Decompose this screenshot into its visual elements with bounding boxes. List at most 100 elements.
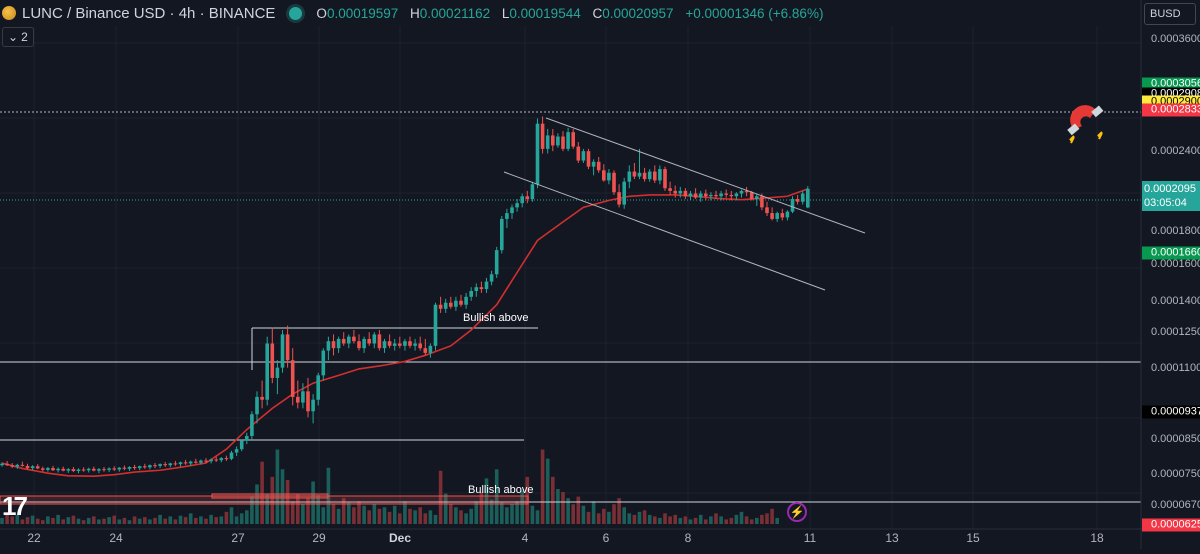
tradingview-logo[interactable]: 17 — [2, 491, 28, 521]
volume-bar — [260, 461, 264, 524]
volume-bar — [765, 513, 769, 524]
time-tick-label: 6 — [602, 531, 610, 545]
candle — [653, 171, 657, 181]
candle — [418, 343, 422, 349]
candle — [219, 458, 224, 461]
candle — [382, 341, 387, 349]
candle — [571, 132, 575, 147]
candle — [464, 296, 468, 305]
volume-bar — [183, 517, 188, 524]
candle — [296, 396, 300, 403]
candle — [326, 341, 331, 351]
price-scale[interactable]: 0.0003600 0.0002400 0.0001800 0.0001600 0.00… — [1141, 26, 1200, 532]
candle — [362, 338, 366, 349]
price-badge: 0.0000937 — [1142, 405, 1200, 419]
candle — [739, 190, 744, 194]
volume-bar — [617, 498, 621, 524]
candle — [494, 250, 499, 275]
candle — [285, 334, 290, 361]
candle — [5, 463, 9, 466]
indicators-toggle-button[interactable]: ⌄ 2 — [2, 27, 34, 47]
volume-bar — [454, 507, 458, 524]
price-tick-label: 0.0000850 — [1151, 433, 1200, 446]
candle — [602, 170, 606, 181]
candle — [122, 467, 127, 469]
candle — [749, 192, 754, 200]
volume-bar — [173, 519, 178, 524]
time-axis[interactable]: 22 24 27 29 Dec 4 6 8 11 13 15 18 — [0, 529, 1141, 549]
volume-bar — [566, 498, 570, 524]
candle — [81, 469, 86, 471]
candle — [194, 461, 198, 463]
candle — [658, 169, 662, 181]
volume-bar — [296, 493, 300, 524]
price-tick-label: 0.0001400 — [1151, 294, 1200, 307]
annotation-label[interactable]: Bullish above — [463, 312, 529, 324]
candle — [780, 213, 785, 218]
candle — [449, 302, 453, 307]
candle — [734, 193, 739, 197]
volume-bar — [137, 518, 142, 524]
candle — [10, 465, 14, 467]
volume-bar — [443, 493, 448, 524]
candle — [92, 468, 96, 471]
time-tick-label: 24 — [109, 531, 123, 545]
volume-bar — [403, 501, 407, 524]
candle — [280, 334, 285, 368]
volume-bar — [280, 469, 285, 524]
volume-bar — [545, 458, 550, 524]
candle — [545, 135, 550, 149]
candle — [408, 341, 412, 346]
currency-button[interactable]: BUSD — [1144, 3, 1196, 25]
candle — [250, 414, 254, 436]
candle — [520, 196, 524, 204]
volume-bar — [71, 515, 76, 524]
candle — [413, 343, 417, 346]
time-tick-label: 13 — [885, 531, 899, 545]
volume-bar — [459, 510, 463, 524]
lightning-event-icon[interactable]: ⚡ — [787, 502, 807, 522]
volume-bar — [673, 514, 677, 524]
volume-bar — [20, 519, 25, 524]
volume-bar — [755, 517, 759, 524]
low-value: 0.00019544 — [509, 5, 581, 21]
candle — [489, 274, 494, 282]
chevron-down-icon: ⌄ — [8, 30, 19, 44]
candle — [790, 199, 795, 212]
candle — [86, 468, 91, 471]
magnet-icon[interactable] — [1066, 104, 1110, 144]
volume-bar — [709, 516, 713, 524]
volume-bar — [122, 517, 127, 524]
volume-bar — [316, 495, 320, 524]
volume-bar — [418, 507, 422, 524]
volume-bar — [642, 510, 647, 524]
candle — [678, 190, 683, 194]
candle — [239, 440, 244, 450]
candle — [581, 151, 586, 161]
volume-bar — [362, 505, 366, 524]
candle — [392, 343, 397, 346]
volume-bar — [311, 481, 315, 524]
annotation-label[interactable]: Bullish above — [468, 484, 534, 496]
volume-bar — [714, 513, 718, 524]
candle — [709, 194, 713, 197]
volume-bar — [224, 511, 229, 524]
candle — [183, 462, 188, 464]
volume-bar — [10, 516, 14, 524]
candle — [510, 207, 514, 214]
symbol-title[interactable]: LUNC / Binance USD · 4h · BINANCE — [22, 4, 276, 22]
candle — [290, 360, 295, 397]
volume-bar — [770, 508, 774, 524]
volume-bar — [698, 514, 703, 524]
candle — [35, 466, 40, 469]
candle — [347, 336, 351, 344]
volume-bar — [749, 519, 754, 524]
volume-bar — [760, 514, 764, 524]
channel-upper-line — [545, 117, 866, 234]
volume-bar — [51, 517, 55, 524]
open-value: 0.00019597 — [326, 5, 399, 21]
volume-bar — [352, 507, 356, 524]
price-tick-label: 0.0002400 — [1151, 145, 1200, 158]
